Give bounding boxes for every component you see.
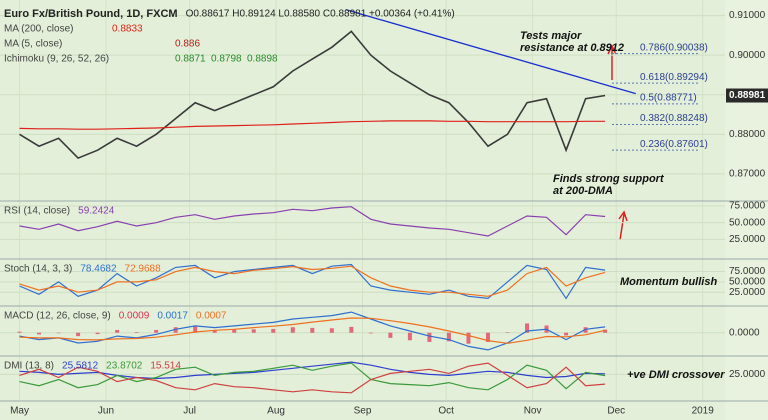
y-tick-label: 25.0000 <box>729 287 766 298</box>
fib-label: 0.236(0.87601) <box>640 139 708 150</box>
y-tick-label: 0.0000 <box>729 327 760 338</box>
legend-text: MA (200, close) <box>4 24 73 35</box>
annotation: at 200-DMA <box>553 185 613 197</box>
y-tick-label: 75.0000 <box>729 266 766 277</box>
series-line <box>19 120 606 130</box>
y-tick-label: 0.90000 <box>729 50 766 61</box>
series-line <box>19 362 606 391</box>
y-tick-label: 25.0000 <box>729 234 766 245</box>
legend-value: 0.8798 <box>211 54 242 65</box>
price-tag-label: 0.88981 <box>729 90 766 101</box>
series-line <box>19 362 606 394</box>
legend-text: MA (5, close) <box>4 39 62 50</box>
legend-text: RSI (14, close) <box>4 206 70 217</box>
arrow <box>618 210 628 241</box>
annotation: Finds strong support <box>553 173 665 185</box>
price-axis <box>725 0 768 420</box>
histogram-bar <box>388 332 393 338</box>
fib-label: 0.382(0.88248) <box>640 113 708 124</box>
x-tick-label: 2019 <box>692 406 715 417</box>
histogram-bar <box>154 329 159 333</box>
histogram-bar <box>525 323 530 333</box>
histogram-bar <box>427 332 432 342</box>
series-line <box>19 317 606 344</box>
legend-value: 0.8898 <box>247 54 278 65</box>
histogram-bar <box>115 329 120 333</box>
histogram-bar <box>603 329 608 333</box>
x-tick-label: Nov <box>524 406 542 417</box>
x-tick-label: May <box>10 406 29 417</box>
series-line <box>19 30 606 160</box>
histogram-bar <box>271 328 276 333</box>
histogram-bar <box>37 332 42 335</box>
annotation: resistance at 0.8912 <box>520 42 624 54</box>
legend-text: 59.2424 <box>78 206 115 217</box>
y-tick-label: 25.0000 <box>729 369 766 380</box>
y-tick-label: 50.0000 <box>729 277 766 288</box>
legend-value: 0.886 <box>175 39 200 50</box>
annotation: +ve DMI crossover <box>627 369 725 381</box>
histogram-bar <box>446 332 451 342</box>
histogram-bar <box>466 332 471 344</box>
y-tick-label: 50.0000 <box>729 217 766 228</box>
histogram-bar <box>368 332 373 334</box>
price-tag <box>726 88 768 103</box>
histogram-bar <box>564 332 569 336</box>
legend-text: MACD (12, 26, close, 9) <box>4 311 111 322</box>
histogram-bar <box>173 327 178 333</box>
x-tick-label: Dec <box>607 406 625 417</box>
histogram-bar <box>349 326 354 333</box>
legend-text: Stoch (14, 3, 3) <box>4 264 72 275</box>
y-tick-label: 0.88000 <box>729 129 766 140</box>
annotation: Momentum bullish <box>620 276 717 288</box>
legend-text: 15.514 <box>150 361 181 372</box>
series-line <box>19 263 606 300</box>
histogram-bar <box>76 332 81 337</box>
y-tick-label: 0.91000 <box>729 10 766 21</box>
legend-text: 23.8702 <box>106 361 143 372</box>
legend-text: Ichimoku (9, 26, 52, 26) <box>4 54 109 65</box>
histogram-bar <box>193 326 198 333</box>
x-tick-label: Aug <box>267 406 285 417</box>
series-line <box>19 265 606 297</box>
x-tick-label: Oct <box>438 406 454 417</box>
y-tick-label: 75.0000 <box>729 201 766 212</box>
histogram-bar <box>251 329 256 333</box>
x-tick-label: Sep <box>354 406 372 417</box>
histogram-bar <box>329 328 334 333</box>
x-tick-label: Jun <box>98 406 114 417</box>
histogram-bar <box>212 329 217 333</box>
histogram-bar <box>485 332 490 342</box>
histogram-bar <box>95 332 100 335</box>
fib-label: 0.5(0.88771) <box>640 92 697 103</box>
fib-label: 0.786(0.90038) <box>640 42 708 53</box>
y-tick-label: 0.87000 <box>729 169 766 180</box>
annotation: Tests major <box>520 30 582 42</box>
legend-text: 25.5812 <box>62 361 99 372</box>
legend-text: Euro Fx/British Pound, 1D, FXCM <box>4 8 178 20</box>
legend-text: 78.4682 <box>80 264 117 275</box>
histogram-bar <box>134 332 139 333</box>
histogram-bar <box>17 331 22 333</box>
histogram-bar <box>290 327 295 333</box>
legend-text: 0.0009 <box>119 311 150 322</box>
legend-text: 0.0007 <box>196 311 227 322</box>
legend-text: 0.0017 <box>157 311 188 322</box>
fib-label: 0.618(0.89294) <box>640 72 708 83</box>
legend-text: 72.9688 <box>125 264 162 275</box>
histogram-bar <box>407 332 412 341</box>
histogram-bar <box>310 327 315 333</box>
legend-text: O0.88617 H0.89124 L0.88580 C0.88981 +0.0… <box>186 9 455 20</box>
legend-text: DMI (13, 8) <box>4 361 54 372</box>
x-tick-label: Jul <box>183 406 196 417</box>
series-line <box>19 206 606 237</box>
legend-value: 0.8833 <box>112 24 143 35</box>
histogram-bar <box>232 329 237 333</box>
legend-value: 0.8871 <box>175 54 206 65</box>
histogram-bar <box>505 332 510 333</box>
histogram-bar <box>56 332 61 334</box>
trendline <box>345 9 636 95</box>
